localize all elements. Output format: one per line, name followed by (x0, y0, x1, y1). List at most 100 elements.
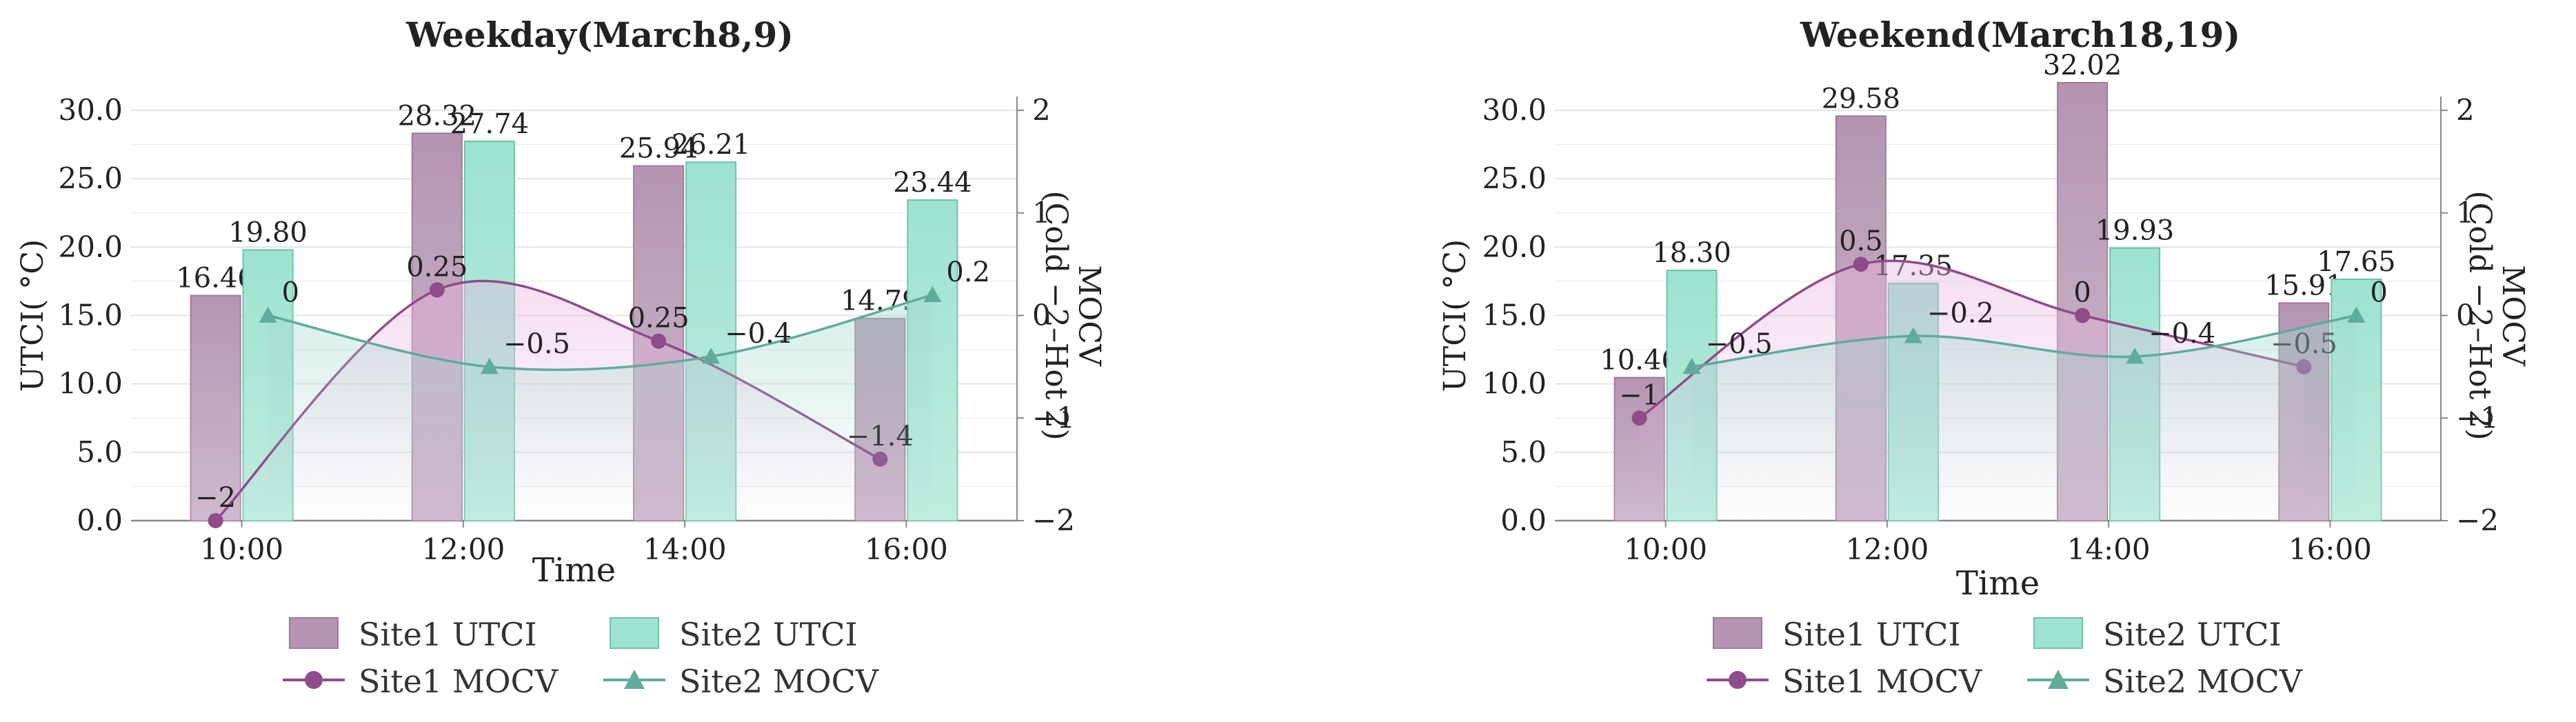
line-data-label: 0 (282, 277, 299, 309)
bar-data-label: 16.46 (176, 263, 255, 294)
y-axis-label: UTCI( °C) (1438, 239, 1473, 392)
y-tick-label: 20.0 (58, 230, 123, 263)
chart-title: Weekday(March8,9) (405, 14, 794, 55)
bar-data-label: 10.46 (1600, 345, 1679, 377)
y2-tick-label: −1 (2456, 401, 2499, 434)
y2-tick-label: 0 (1032, 299, 1051, 332)
y2-tick-label: 1 (2456, 196, 2475, 230)
line-data-label: 0 (2370, 277, 2387, 309)
line-site1-mocv (1638, 259, 2304, 419)
bar-data-label: 18.30 (1652, 237, 1731, 269)
x-axis-label: Time (1956, 564, 2040, 603)
legend-label: Site2 UTCI (2103, 616, 2282, 653)
y2-tick-label: −1 (1032, 401, 1075, 434)
y2-tick-label: 2 (1032, 93, 1051, 127)
y-tick-label: 30.0 (58, 93, 123, 127)
line-data-label: −0.5 (1706, 328, 1773, 360)
line-data-label: −1 (1619, 379, 1660, 411)
line-marker-triangle (2347, 306, 2366, 323)
line-data-label: −0.4 (725, 318, 792, 350)
y2-axis-label-line2: (Cold −2–Hot 2) (2462, 190, 2497, 440)
chart-panel-2: Weekend(March18,19) 0.0 5.0 10.0 15.0 20.0 25.… (1438, 14, 2530, 700)
line-marker-triangle (923, 285, 942, 303)
line-marker-circle (1631, 410, 1647, 426)
y-tick-label: 5.0 (1500, 435, 1547, 469)
line-marker-circle (651, 333, 667, 349)
legend-swatch-bar (610, 617, 659, 649)
y-tick-label: 0.0 (1500, 503, 1547, 537)
line-site2-mocv (268, 294, 933, 372)
line-data-label: 0.5 (1839, 225, 1883, 257)
line-marker-triangle (702, 348, 721, 364)
line-marker-circle (208, 513, 223, 528)
y-tick-label: 15.0 (58, 299, 123, 332)
y-tick-label: 25.0 (58, 161, 123, 195)
line-marker-circle (1853, 257, 1869, 272)
legend-marker-circle (1729, 671, 1747, 689)
bar-data-label: 25.94 (619, 133, 698, 165)
legend-label: Site2 MOCV (2103, 663, 2303, 700)
line-data-label: −0.4 (2149, 318, 2215, 350)
bar-data-label: 19.80 (228, 217, 308, 248)
bar-data-label: 32.02 (2043, 50, 2122, 81)
y-tick-label: 30.0 (1482, 93, 1547, 127)
y2-tick-label: 2 (2456, 93, 2475, 127)
bar-data-label: 19.93 (2095, 215, 2175, 247)
legend-swatch-bar (289, 617, 339, 649)
legend-marker-circle (305, 671, 323, 689)
y-tick-label: 25.0 (1482, 161, 1547, 195)
y-tick-label: 0.0 (77, 503, 123, 537)
y2-axis-label-line1: MOCV (1071, 265, 1107, 367)
legend-label: Site1 UTCI (359, 616, 537, 653)
line-data-label: 0.25 (628, 303, 690, 334)
y-tick-label: 10.0 (1482, 367, 1547, 401)
y2-tick-label: 1 (1032, 196, 1051, 230)
line-marker-circle (2075, 308, 2091, 323)
line-data-label: −2 (195, 482, 236, 514)
bar-data-label: 17.65 (2317, 246, 2396, 278)
x-tick-label: 14:00 (643, 532, 727, 566)
x-tick-label: 12:00 (1845, 532, 1929, 566)
x-axis-label: Time (532, 551, 616, 590)
bar-highlight (190, 295, 241, 521)
legend-swatch-bar (2033, 617, 2083, 649)
line-marker-triangle (2126, 348, 2144, 364)
line-marker-triangle (259, 306, 277, 323)
line-marker-circle (429, 282, 445, 298)
legend-swatch-bar (1713, 617, 1762, 649)
line-area-fill (1691, 315, 2357, 521)
legend-label: Site1 MOCV (1782, 663, 1982, 700)
x-tick-label: 14:00 (2067, 532, 2151, 566)
line-marker-triangle (480, 357, 499, 374)
bar-data-label: 27.74 (450, 108, 530, 140)
y-tick-label: 15.0 (1482, 299, 1547, 332)
legend: Site1 UTCI Site2 UTCI Site1 MOCV Site2 MOCV (1707, 616, 2303, 700)
line-data-label: 0.25 (406, 251, 467, 283)
line-marker-triangle (1904, 327, 1922, 343)
legend-marker-triangle (2048, 670, 2069, 689)
y2-axis-label-line1: MOCV (2495, 265, 2530, 367)
legend-label: Site2 UTCI (679, 616, 858, 653)
x-tick-label: 16:00 (2288, 532, 2372, 566)
bar-data-label: 23.44 (893, 167, 972, 199)
y-axis-label: UTCI( °C) (15, 239, 50, 392)
y2-tick-label: 0 (2456, 299, 2475, 332)
chart-title: Weekend(March18,19) (1800, 14, 2240, 55)
legend-label: Site1 MOCV (359, 663, 559, 700)
line-data-label: 0.2 (946, 257, 990, 288)
y-tick-label: 20.0 (1482, 230, 1547, 263)
legend: Site1 UTCI Site2 UTCI Site1 MOCV Site2 MOCV (283, 616, 879, 700)
x-tick-label: 10:00 (200, 532, 283, 566)
y2-tick-label: −2 (2456, 503, 2499, 537)
line-data-label: −0.5 (503, 328, 570, 360)
bar-data-label: 15.91 (2264, 270, 2344, 301)
y2-axis-label-line2: (Cold −2–Hot 2) (1038, 190, 1074, 440)
line-data-label: −0.2 (1927, 297, 1994, 329)
x-tick-label: 10:00 (1624, 532, 1707, 566)
line-site2-mocv (1691, 314, 2357, 368)
chart-panel-1: Weekday(March8,9) 0.0 5.0 10.0 15.0 20.0 25.0 3… (15, 14, 1107, 700)
y-tick-label: 10.0 (58, 367, 123, 401)
bar-data-label: 29.58 (1822, 83, 1901, 114)
line-data-label: 0 (2073, 277, 2091, 309)
